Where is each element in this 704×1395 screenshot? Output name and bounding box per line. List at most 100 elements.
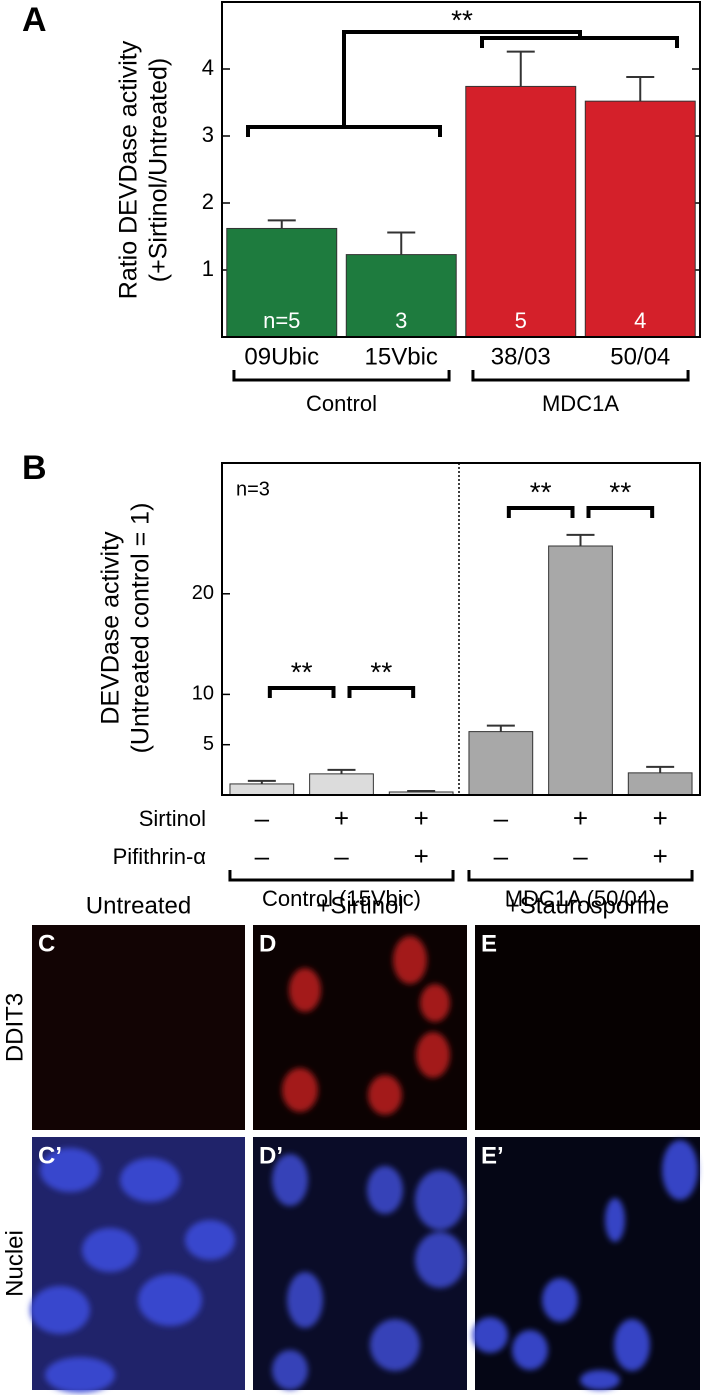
cell [120, 1158, 180, 1202]
n-label: 4 [634, 308, 646, 333]
cells [30, 1148, 235, 1393]
bar [229, 783, 295, 796]
error-bar [486, 724, 515, 732]
cell [272, 1350, 308, 1390]
bracket [267, 686, 336, 698]
bar [584, 100, 696, 338]
x-tick-label: 15Vbic [365, 343, 438, 370]
treatment-mark: – [255, 803, 270, 833]
cell [393, 936, 427, 984]
cell [82, 1228, 138, 1272]
x-tick-label: 50/04 [610, 343, 670, 370]
significance: ** [291, 656, 313, 687]
y-axis-label: (+Sirtinol/Untreated) [145, 58, 173, 282]
bracket [586, 506, 655, 518]
panel-label: A [22, 1, 47, 39]
treatment-mark: + [653, 841, 668, 871]
bracket [480, 36, 679, 48]
treatment-mark: + [573, 803, 588, 833]
error-bar [247, 779, 276, 784]
error-bar [387, 231, 416, 255]
treatment-mark: + [414, 803, 429, 833]
panel-label: B [22, 449, 47, 487]
cell [287, 1272, 323, 1328]
treatment-mark: – [494, 841, 509, 871]
error-bar [407, 789, 436, 792]
treatment-mark: + [414, 841, 429, 871]
micrograph [475, 925, 700, 1130]
y-tick-label: 2 [202, 189, 214, 214]
cell [580, 1370, 620, 1390]
y-axis-label: DEVDase activity [97, 531, 125, 725]
y-tick-label: 5 [203, 733, 214, 755]
y-tick-label: 1 [202, 256, 214, 281]
group-label: MDC1A [542, 391, 619, 416]
cells [272, 1154, 465, 1390]
treatment-mark: – [334, 841, 349, 871]
y-tick-label: 4 [202, 55, 214, 80]
panel-label: D’ [259, 1142, 283, 1169]
error-bar [506, 50, 535, 87]
cell [30, 1286, 90, 1334]
bracket [246, 125, 442, 137]
significance: ** [530, 476, 552, 507]
treatment-mark: – [494, 803, 509, 833]
y-tick-label: 20 [192, 582, 214, 604]
group-label: Control (15Vbic) [262, 886, 421, 911]
error-bar [327, 768, 356, 774]
significance: ** [370, 656, 392, 687]
bar [627, 772, 693, 796]
panel-label: D [259, 930, 276, 957]
cell [45, 1357, 115, 1393]
cells [472, 1140, 698, 1390]
column-header: +Sirtinol [316, 892, 403, 919]
panel-label: E [481, 930, 497, 957]
group-bracket [467, 870, 694, 882]
x-tick-label: 09Ubic [244, 343, 319, 370]
treatment-mark: – [573, 841, 588, 871]
plot-frame [221, 1, 701, 338]
group-bracket [232, 370, 451, 382]
cell [138, 1274, 202, 1326]
bar [465, 85, 577, 338]
group-label: MDC1A (50/04) [505, 886, 657, 911]
y-axis-label: (Untreated control = 1) [127, 503, 155, 754]
cell [420, 984, 450, 1022]
cell [282, 1068, 318, 1112]
x-tick-label: 38/03 [491, 343, 551, 370]
y-tick-label: 3 [202, 122, 214, 147]
cell [662, 1140, 698, 1200]
error-bar [566, 533, 595, 546]
cell [368, 1075, 402, 1115]
bar [548, 545, 613, 796]
panel-label: C’ [38, 1142, 62, 1169]
treatment-mark: – [255, 841, 270, 871]
cell [614, 1319, 650, 1371]
y-axis-label: Ratio DEVDase activity [115, 40, 143, 299]
cell [370, 1319, 420, 1371]
cell [367, 1166, 403, 1214]
y-tick-label: 10 [192, 683, 214, 705]
panel-label: E’ [481, 1142, 504, 1169]
bar [226, 227, 338, 338]
cell [542, 1278, 578, 1322]
error-bar [267, 219, 296, 229]
row-label: DDIT3 [1, 993, 28, 1062]
n-note: n=3 [236, 478, 270, 500]
bar [345, 254, 457, 338]
treatment-label: Sirtinol [139, 806, 206, 831]
cell [415, 1170, 465, 1230]
n-label: 5 [515, 308, 527, 333]
bar [309, 773, 374, 796]
micrograph [32, 925, 245, 1130]
panel-label: C [38, 930, 55, 957]
cell [512, 1330, 548, 1370]
error-bar [646, 765, 675, 773]
group-label: Control [306, 391, 377, 416]
cell [40, 1148, 100, 1192]
significance: ** [451, 4, 473, 35]
column-header: Untreated [86, 892, 191, 919]
treatment-label: Pifithrin-α [113, 844, 207, 869]
cell [289, 968, 321, 1012]
